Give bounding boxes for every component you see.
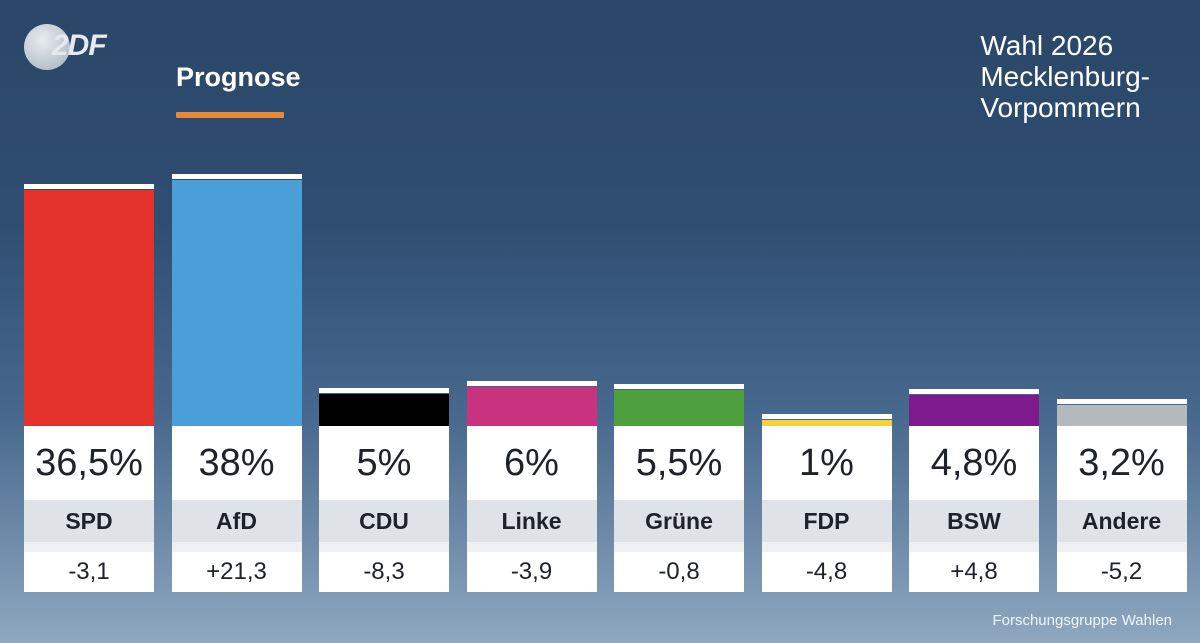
bar-cap	[24, 183, 154, 189]
label-gap	[24, 542, 154, 552]
source-credit: Forschungsgruppe Wahlen	[992, 612, 1172, 629]
bar-cap	[319, 387, 449, 393]
value-label: 3,2%	[1056, 426, 1187, 500]
category-label: CDU	[319, 500, 449, 542]
bar-column-6: 4,8% BSW +4,8	[909, 0, 1039, 643]
bar-cap	[761, 413, 892, 419]
zdf-logo-disc	[24, 24, 70, 70]
bar	[171, 180, 302, 426]
label-gap	[614, 542, 744, 552]
category-label: Grüne	[614, 500, 744, 542]
value-label: 6%	[466, 426, 597, 500]
election-title: Wahl 2026 Mecklenburg- Vorpommern	[980, 30, 1150, 123]
category-label: Andere	[1056, 500, 1187, 542]
election-title-line-3: Vorpommern	[980, 92, 1141, 123]
bar-column-5: 1% FDP -4,8	[761, 0, 892, 643]
value-label: 38%	[171, 426, 302, 500]
value-label: 5%	[319, 426, 449, 500]
value-label: 4,8%	[909, 426, 1039, 500]
label-gap	[319, 542, 449, 552]
election-title-line-1: Wahl 2026	[980, 30, 1114, 61]
election-title-line-2: Mecklenburg-	[980, 61, 1150, 92]
zdf-logo-icon: 2DF	[24, 24, 114, 70]
label-gap	[909, 542, 1039, 552]
label-gap	[1056, 542, 1187, 552]
bar	[761, 419, 892, 426]
bar-column-1: 38% AfD +21,3	[171, 0, 302, 643]
prognose-underline	[176, 112, 284, 118]
prognose-label: Prognose	[176, 62, 301, 92]
change-label: -3,1	[24, 552, 154, 592]
label-gap	[466, 542, 597, 552]
bar-column-3: 6% Linke -3,9	[466, 0, 597, 643]
value-label: 5,5%	[614, 426, 744, 500]
label-gap	[761, 542, 892, 552]
bar-cap	[909, 388, 1039, 394]
bar	[466, 387, 597, 426]
zdf-logo-text: 2DF	[52, 29, 107, 62]
bar	[319, 393, 449, 426]
change-label: -3,9	[466, 552, 597, 592]
bar	[24, 189, 154, 426]
category-label: BSW	[909, 500, 1039, 542]
bar-cap	[1056, 399, 1187, 405]
bar	[909, 394, 1039, 426]
category-label: SPD	[24, 500, 154, 542]
category-label: Linke	[466, 500, 597, 542]
label-gap	[171, 542, 302, 552]
change-label: +4,8	[909, 552, 1039, 592]
bar-cap	[614, 384, 744, 390]
bar-cap	[171, 174, 302, 179]
bar-cap	[466, 381, 597, 387]
change-label: -5,2	[1056, 552, 1187, 592]
change-label: -8,3	[319, 552, 449, 592]
bar-column-4: 5,5% Grüne -0,8	[614, 0, 744, 643]
category-label: AfD	[171, 500, 302, 542]
bar	[614, 390, 744, 426]
bar-column-7: 3,2% Andere -5,2	[1056, 0, 1187, 643]
bar-column-2: 5% CDU -8,3	[319, 0, 449, 643]
change-label: -0,8	[614, 552, 744, 592]
change-label: +21,3	[171, 552, 302, 592]
change-label: -4,8	[761, 552, 892, 592]
bar-column-0: 36,5% SPD -3,1	[24, 0, 154, 643]
bar	[1056, 405, 1187, 426]
value-label: 36,5%	[24, 426, 154, 500]
value-label: 1%	[761, 426, 892, 500]
category-label: FDP	[761, 500, 892, 542]
